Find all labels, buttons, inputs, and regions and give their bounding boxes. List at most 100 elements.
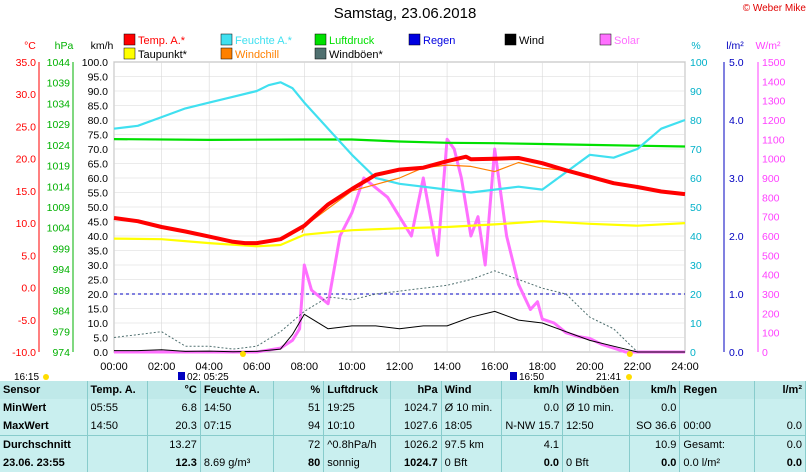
table-cell: 20.3 — [147, 417, 201, 436]
x-tick-label: 14:00 — [433, 361, 461, 373]
legend-label: Temp. A.* — [138, 35, 186, 47]
pct-tick-label: 50 — [690, 202, 702, 214]
table-cell: 0.0 l/m² — [679, 454, 756, 472]
table-cell: N-NW 15.7 — [501, 417, 564, 436]
solar-tick-label: 100 — [762, 328, 780, 340]
x-tick-label: 08:00 — [291, 361, 319, 373]
sunrise-dot — [239, 351, 246, 357]
kmh-tick-label: 15.0 — [88, 304, 109, 316]
table-cell: 1024.7 — [390, 454, 442, 472]
solar-tick-label: 500 — [762, 250, 780, 262]
table-cell: 0 Bft — [441, 454, 503, 472]
table-cell: 14:50 — [87, 417, 149, 436]
pct-tick-label: 70 — [690, 144, 702, 156]
solar-tick-label: 1100 — [762, 134, 785, 146]
temp-tick-label: 20.0 — [16, 154, 37, 166]
solar-tick-label: 800 — [762, 192, 780, 204]
kmh-tick-label: 10.0 — [88, 318, 109, 330]
table-header-row: Sensor Temp. A. °C Feuchte A. % Luftdruc… — [0, 381, 806, 399]
temp-tick-label: -10.0 — [12, 347, 36, 359]
temp-tick-label: 0.0 — [21, 283, 36, 295]
hpa-tick-label: 1019 — [47, 161, 71, 173]
kmh-tick-label: 0.0 — [93, 347, 108, 359]
marker-box — [510, 372, 517, 380]
table-cell: 97.5 km — [441, 435, 503, 454]
legend-label: Windböen* — [329, 49, 384, 61]
table-cell: 07:15 — [200, 417, 274, 436]
kmh-axis-unit: km/h — [91, 40, 114, 52]
legend-swatch — [408, 33, 421, 46]
table-header: °C — [147, 381, 201, 399]
table-cell — [679, 399, 756, 417]
pct-tick-label: 30 — [690, 260, 702, 272]
table-cell: 05:55 — [87, 399, 149, 417]
table-cell: 0.0 — [629, 454, 681, 472]
table-cell: 0.0 — [754, 435, 806, 454]
rain-tick-label: 4.0 — [729, 115, 744, 127]
legend-label: Luftdruck — [329, 35, 375, 47]
x-tick-label: 18:00 — [528, 361, 556, 373]
series-line-taupunkt — [113, 220, 686, 248]
pct-tick-label: 10 — [690, 318, 702, 330]
table-header: Sensor — [0, 381, 88, 399]
table-cell: 12.3 — [147, 454, 201, 472]
rain-tick-label: 0.0 — [729, 347, 744, 359]
table-cell: 18:05 — [441, 417, 503, 436]
table-cell — [562, 435, 630, 454]
table-cell: 0.0 — [501, 399, 564, 417]
table-row-min: MinWert 05:55 6.8 14:50 51 19:25 1024.7 … — [0, 399, 806, 417]
series-line-wind — [114, 310, 685, 353]
table-header: % — [273, 381, 325, 399]
legend-swatch — [123, 33, 136, 46]
table-cell: ^0.8hPa/h — [323, 435, 392, 454]
legend-label: Windchill — [235, 49, 279, 61]
legend-swatch — [220, 47, 233, 60]
hpa-tick-label: 974 — [52, 347, 70, 359]
pct-tick-label: 80 — [690, 115, 702, 127]
table-header: hPa — [390, 381, 442, 399]
x-tick-label: 06:00 — [243, 361, 271, 373]
temp-tick-label: 30.0 — [16, 89, 37, 101]
hpa-tick-label: 989 — [52, 285, 70, 297]
table-header: Temp. A. — [87, 381, 149, 399]
hpa-tick-label: 1039 — [47, 78, 71, 90]
kmh-tick-label: 60.0 — [88, 173, 109, 185]
sun-marker — [626, 374, 632, 380]
table-header: km/h — [629, 381, 681, 399]
temp-tick-label: 35.0 — [16, 57, 37, 69]
table-cell: Ø 10 min. — [562, 399, 630, 417]
x-tick-label: 16:00 — [481, 361, 509, 373]
table-cell: 23.06. 23:55 — [0, 454, 88, 472]
kmh-tick-label: 20.0 — [88, 289, 109, 301]
kmh-tick-label: 80.0 — [88, 115, 109, 127]
table-cell: 10:10 — [323, 417, 392, 436]
kmh-tick-label: 55.0 — [88, 188, 109, 200]
series-line-feuchte-a — [113, 81, 686, 194]
table-cell — [200, 435, 274, 454]
kmh-tick-label: 75.0 — [88, 130, 109, 142]
table-cell: Durchschnitt — [0, 435, 88, 454]
kmh-tick-label: 5.0 — [93, 333, 108, 345]
rain-tick-label: 1.0 — [729, 289, 744, 301]
hpa-tick-label: 1024 — [47, 140, 71, 152]
kmh-tick-label: 30.0 — [88, 260, 109, 272]
legend-label: Taupunkt* — [138, 49, 188, 61]
table-cell: 6.8 — [147, 399, 201, 417]
table-cell: 80 — [273, 454, 325, 472]
table-cell: 4.1 — [501, 435, 564, 454]
table-header: Regen — [679, 381, 756, 399]
x-tick-label: 00:00 — [100, 361, 128, 373]
table-cell: 94 — [273, 417, 325, 436]
temp-tick-label: -5.0 — [18, 315, 36, 327]
hpa-tick-label: 984 — [52, 306, 70, 318]
pct-tick-label: 0 — [690, 347, 696, 359]
solar-tick-label: 1300 — [762, 96, 786, 108]
legend-label: Wind — [519, 35, 544, 47]
sun-marker — [43, 374, 49, 380]
legend-label: Feuchte A.* — [235, 35, 293, 47]
pct-tick-label: 20 — [690, 289, 702, 301]
solar-tick-label: 300 — [762, 289, 780, 301]
solar-tick-label: 900 — [762, 173, 780, 185]
kmh-tick-label: 65.0 — [88, 159, 109, 171]
table-cell: 72 — [273, 435, 325, 454]
